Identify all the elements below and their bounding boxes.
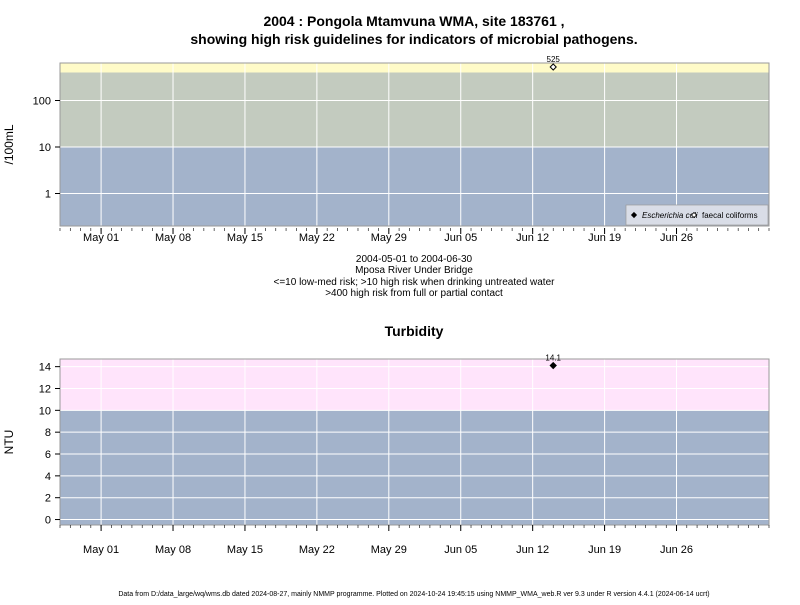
top-y-axis-title: /100mL <box>2 124 16 164</box>
bottom-x-tick-label: May 08 <box>155 544 191 556</box>
top-data-point-label: 525 <box>547 55 561 64</box>
top-chart-panel: 1 10 100 May 01 May 08 May 15 May 22 May 29 Jun … <box>2 55 770 244</box>
bottom-x-tick-label: May 29 <box>371 544 407 556</box>
top-x-tick-label: May 01 <box>83 232 119 244</box>
bottom-x-tick-label: Jun 19 <box>588 544 621 556</box>
bottom-y-tick-label: 4 <box>45 471 51 483</box>
footer-note: Data from D:/data_large/wq/wms.db dated … <box>118 591 709 598</box>
top-y-tick-label: 100 <box>33 95 51 107</box>
bottom-x-tick-label: May 15 <box>227 544 263 556</box>
bottom-y-tick-label: 14 <box>39 362 51 374</box>
top-caption-contact-guideline: >400 high risk from full or partial cont… <box>325 288 503 299</box>
top-y-tick-label: 1 <box>45 188 51 200</box>
top-data-point <box>549 63 557 71</box>
top-y-tick-label: 10 <box>39 142 51 154</box>
top-caption-drinking-guideline: <=10 low-med risk; >10 high risk when dr… <box>274 277 556 288</box>
bottom-y-axis-title: NTU <box>2 430 16 455</box>
top-x-tick-label: May 22 <box>299 232 335 244</box>
bottom-x-tick-label: May 01 <box>83 544 119 556</box>
bottom-x-tick-label: Jun 26 <box>660 544 693 556</box>
top-x-tick-label: May 15 <box>227 232 263 244</box>
bottom-x-tick-label: Jun 12 <box>516 544 549 556</box>
top-risk-band-2 <box>60 63 769 73</box>
legend-marker <box>690 211 698 219</box>
top-x-tick-label: Jun 19 <box>588 232 621 244</box>
bottom-data-point <box>549 361 557 370</box>
legend-marker <box>630 211 638 219</box>
bottom-y-tick-label: 2 <box>45 493 51 505</box>
top-risk-band-1 <box>60 72 769 147</box>
top-chart-title-line-1: 2004 : Pongola Mtamvuna WMA, site 183761… <box>263 13 564 29</box>
bottom-chart-title: Turbidity <box>385 323 444 339</box>
top-x-tick-label: May 08 <box>155 232 191 244</box>
bottom-plot-frame <box>59 358 770 526</box>
bottom-x-tick-label: May 22 <box>299 544 335 556</box>
bottom-risk-band-1 <box>60 359 769 411</box>
bottom-data-point-label: 14.1 <box>545 354 561 363</box>
top-chart-title-line-2: showing high risk guidelines for indicat… <box>190 31 637 47</box>
bottom-y-tick-label: 8 <box>45 427 51 439</box>
top-plot-frame <box>59 62 770 227</box>
bottom-x-tick-label: Jun 05 <box>444 544 477 556</box>
bottom-y-tick-label: 12 <box>39 383 51 395</box>
bottom-risk-band-0 <box>60 410 769 525</box>
top-caption-site-name: Mposa River Under Bridge <box>355 265 473 276</box>
bottom-chart-panel: 0 2 4 6 8 10 12 14 May 01 May 08 May 15 May 22 May 2… <box>2 354 770 556</box>
top-x-tick-label: Jun 05 <box>444 232 477 244</box>
top-x-tick-label: Jun 26 <box>660 232 693 244</box>
top-x-tick-label: Jun 12 <box>516 232 549 244</box>
top-x-tick-label: May 29 <box>371 232 407 244</box>
bottom-y-tick-label: 10 <box>39 405 51 417</box>
top-legend: Escherichia coli faecal coliforms <box>625 204 769 226</box>
bottom-y-tick-label: 6 <box>45 449 51 461</box>
top-caption-date-range: 2004-05-01 to 2004-06-30 <box>356 254 473 265</box>
bottom-y-tick-label: 0 <box>45 515 51 527</box>
legend-label: Escherichia coli <box>642 211 698 220</box>
legend-label: faecal coliforms <box>702 211 758 220</box>
